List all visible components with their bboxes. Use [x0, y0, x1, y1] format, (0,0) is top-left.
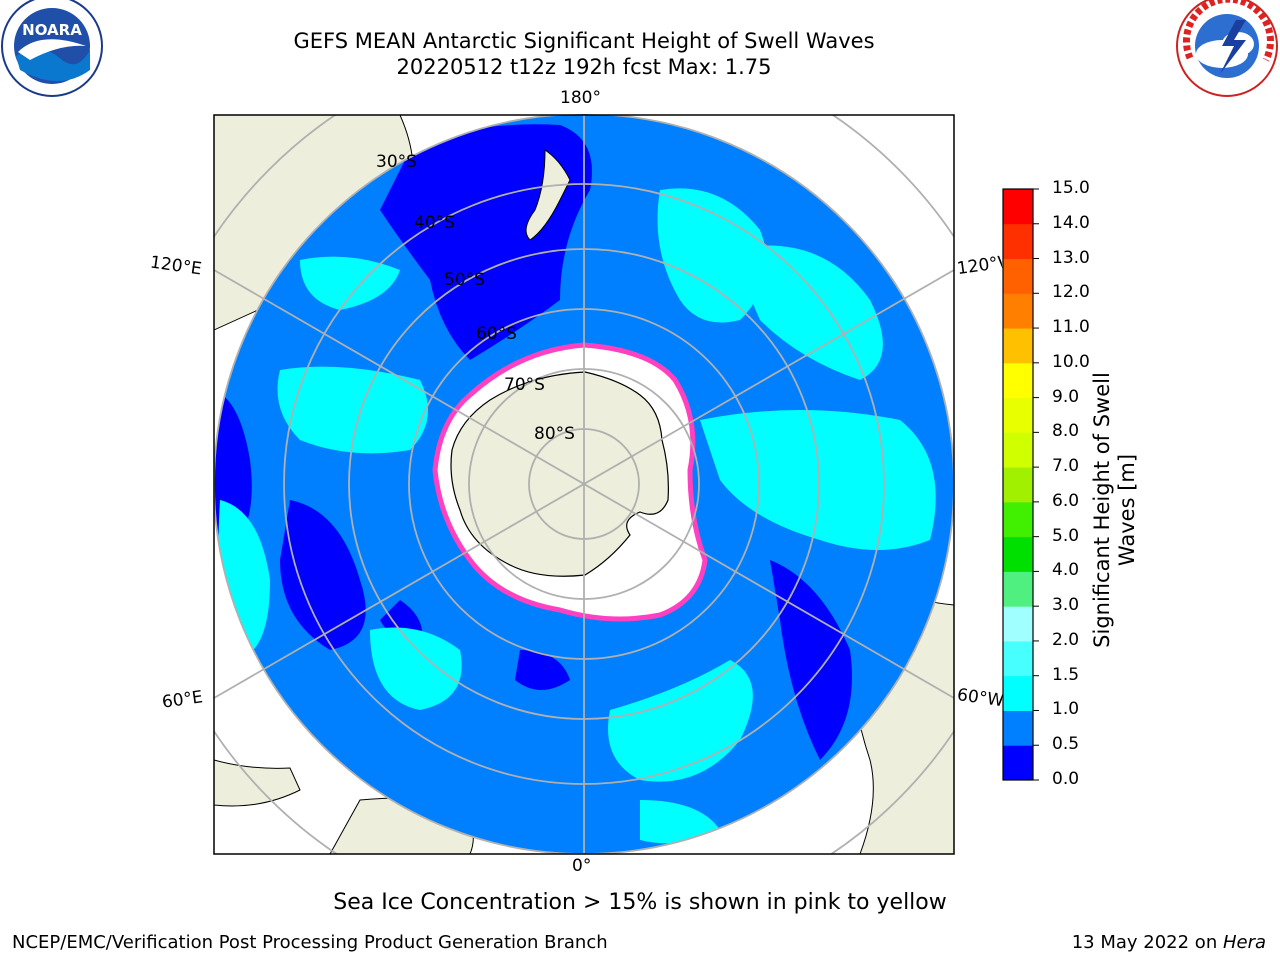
colorbar-segment [1003, 745, 1033, 781]
colorbar-segment [1003, 293, 1033, 329]
colorbar-segment [1003, 710, 1033, 746]
colorbar-tick-label: 11.0 [1052, 317, 1090, 338]
lat-label-70s: 70°S [504, 375, 545, 395]
colorbar-segment [1003, 432, 1033, 468]
footer-credit: NCEP/EMC/Verification Post Processing Pr… [12, 932, 608, 953]
colorbar-tick-label: 9.0 [1052, 386, 1080, 407]
colorbar-segment [1003, 189, 1033, 225]
lon-label-0: 0° [572, 856, 592, 876]
colorbar-tick-label: 3.0 [1052, 595, 1080, 616]
nws-logo [1176, 0, 1278, 97]
colorbar-tick-label: 14.0 [1052, 212, 1090, 233]
noaa-logo: NOARA [1, 0, 103, 97]
colorbar-segment [1003, 606, 1033, 642]
chart-title: GEFS MEAN Antarctic Significant Height o… [293, 29, 875, 53]
lat-label-50s: 50°S [444, 270, 485, 290]
footer-date: 13 May 2022 on Hera [1071, 932, 1266, 953]
colorbar-tick-label: 2.0 [1052, 629, 1080, 650]
colorbar-segment [1003, 223, 1033, 260]
colorbar-segment [1003, 328, 1033, 364]
antarctica-landmass [450, 371, 669, 577]
chart-subtitle: 20220512 t12z 192h fcst Max: 1.75 [396, 55, 772, 79]
colorbar-tick-label: 1.5 [1052, 664, 1080, 685]
colorbar-tick-label: 0.5 [1052, 734, 1080, 755]
lat-label-40s: 40°S [414, 213, 455, 233]
colorbar-tick-label: 6.0 [1052, 490, 1080, 511]
lat-label-80s: 80°S [534, 424, 575, 444]
colorbar-segment [1003, 536, 1033, 572]
colorbar-segment [1003, 571, 1033, 607]
colorbar-tick-label: 10.0 [1052, 351, 1090, 372]
graticule [214, 115, 954, 854]
lon-label-180: 180° [560, 88, 601, 108]
lat-label-30s: 30°S [376, 152, 417, 172]
colorbar-segment [1003, 258, 1033, 294]
new-zealand-landmass [525, 149, 571, 241]
sea-ice-note: Sea Ice Concentration > 15% is shown in … [333, 890, 947, 915]
colorbar-segment [1003, 397, 1033, 433]
colorbar-tick-label: 4.0 [1052, 560, 1080, 581]
colorbar-tick-label: 13.0 [1052, 247, 1090, 268]
noaa-logo-text: NOARA [22, 21, 82, 39]
colorbar-tick-label: 5.0 [1052, 525, 1080, 546]
colorbar-segment [1003, 362, 1033, 399]
colorbar-tick-label: 1.0 [1052, 699, 1080, 720]
colorbar-tick-label: 15.0 [1052, 178, 1090, 198]
colorbar-tick-label: 0.0 [1052, 769, 1080, 789]
lat-label-60s: 60°S [476, 324, 517, 344]
colorbar-tick-label: 12.0 [1052, 282, 1090, 303]
colorbar-segment [1003, 501, 1033, 538]
colorbar [1002, 188, 1039, 781]
colorbar-label: Significant Height of Swell Waves [m] [1090, 372, 1139, 648]
colorbar-tick-label: 7.0 [1052, 456, 1080, 477]
colorbar-segment [1003, 640, 1033, 677]
colorbar-tick-label: 8.0 [1052, 421, 1080, 442]
colorbar-segment [1003, 467, 1033, 503]
colorbar-segment [1003, 675, 1033, 711]
